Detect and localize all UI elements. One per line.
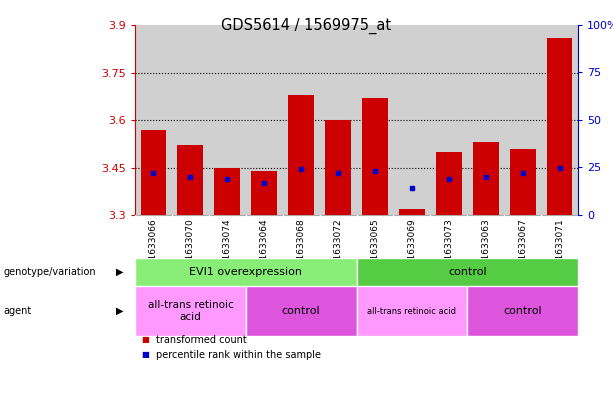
Bar (467, 25, 504, 215)
Text: GSM1633070: GSM1633070 (186, 219, 195, 279)
Bar (215, 167, 240, 215)
Text: GSM1633068: GSM1633068 (297, 219, 306, 279)
Text: ▶: ▶ (116, 267, 123, 277)
Bar (357, 286, 467, 336)
Bar (140, 130, 166, 215)
Bar (172, 25, 209, 215)
Text: all-trans retinoic acid: all-trans retinoic acid (367, 307, 456, 316)
Bar (319, 25, 357, 215)
Text: all-trans retinoic
acid: all-trans retinoic acid (148, 300, 234, 322)
Bar (325, 120, 351, 215)
Bar (467, 286, 578, 336)
Bar (430, 25, 467, 215)
Bar (177, 145, 204, 215)
Text: GSM1633073: GSM1633073 (444, 219, 453, 279)
Text: GSM1633063: GSM1633063 (481, 219, 490, 279)
Text: GSM1633065: GSM1633065 (370, 219, 379, 279)
Text: EVI1 overexpression: EVI1 overexpression (189, 267, 302, 277)
Bar (362, 98, 388, 215)
Bar (246, 286, 357, 336)
Text: control: control (503, 306, 542, 316)
Bar (547, 38, 573, 215)
Text: ▶: ▶ (116, 306, 123, 316)
Bar (357, 258, 578, 286)
Text: GSM1633072: GSM1633072 (333, 219, 343, 279)
Bar (394, 25, 430, 215)
Text: control: control (282, 306, 321, 316)
Text: GSM1633066: GSM1633066 (149, 219, 158, 279)
Bar (135, 25, 172, 215)
Bar (135, 286, 246, 336)
Text: ■: ■ (141, 336, 149, 344)
Text: control: control (448, 267, 487, 277)
Bar (135, 258, 357, 286)
Bar (436, 152, 462, 215)
Text: GSM1633074: GSM1633074 (223, 219, 232, 279)
Text: percentile rank within the sample: percentile rank within the sample (156, 350, 321, 360)
Text: agent: agent (3, 306, 31, 316)
Bar (541, 25, 578, 215)
Bar (509, 149, 536, 215)
Bar (246, 25, 283, 215)
Text: GSM1633069: GSM1633069 (408, 219, 416, 279)
Text: ■: ■ (141, 351, 149, 359)
Bar (504, 25, 541, 215)
Bar (357, 25, 394, 215)
Bar (288, 95, 314, 215)
Bar (283, 25, 319, 215)
Text: GSM1633071: GSM1633071 (555, 219, 564, 279)
Bar (399, 209, 425, 215)
Text: genotype/variation: genotype/variation (3, 267, 96, 277)
Text: GSM1633064: GSM1633064 (260, 219, 268, 279)
Text: GSM1633067: GSM1633067 (518, 219, 527, 279)
Text: transformed count: transformed count (156, 335, 247, 345)
Bar (473, 142, 498, 215)
Bar (251, 171, 277, 215)
Text: GDS5614 / 1569975_at: GDS5614 / 1569975_at (221, 18, 392, 34)
Bar (209, 25, 246, 215)
